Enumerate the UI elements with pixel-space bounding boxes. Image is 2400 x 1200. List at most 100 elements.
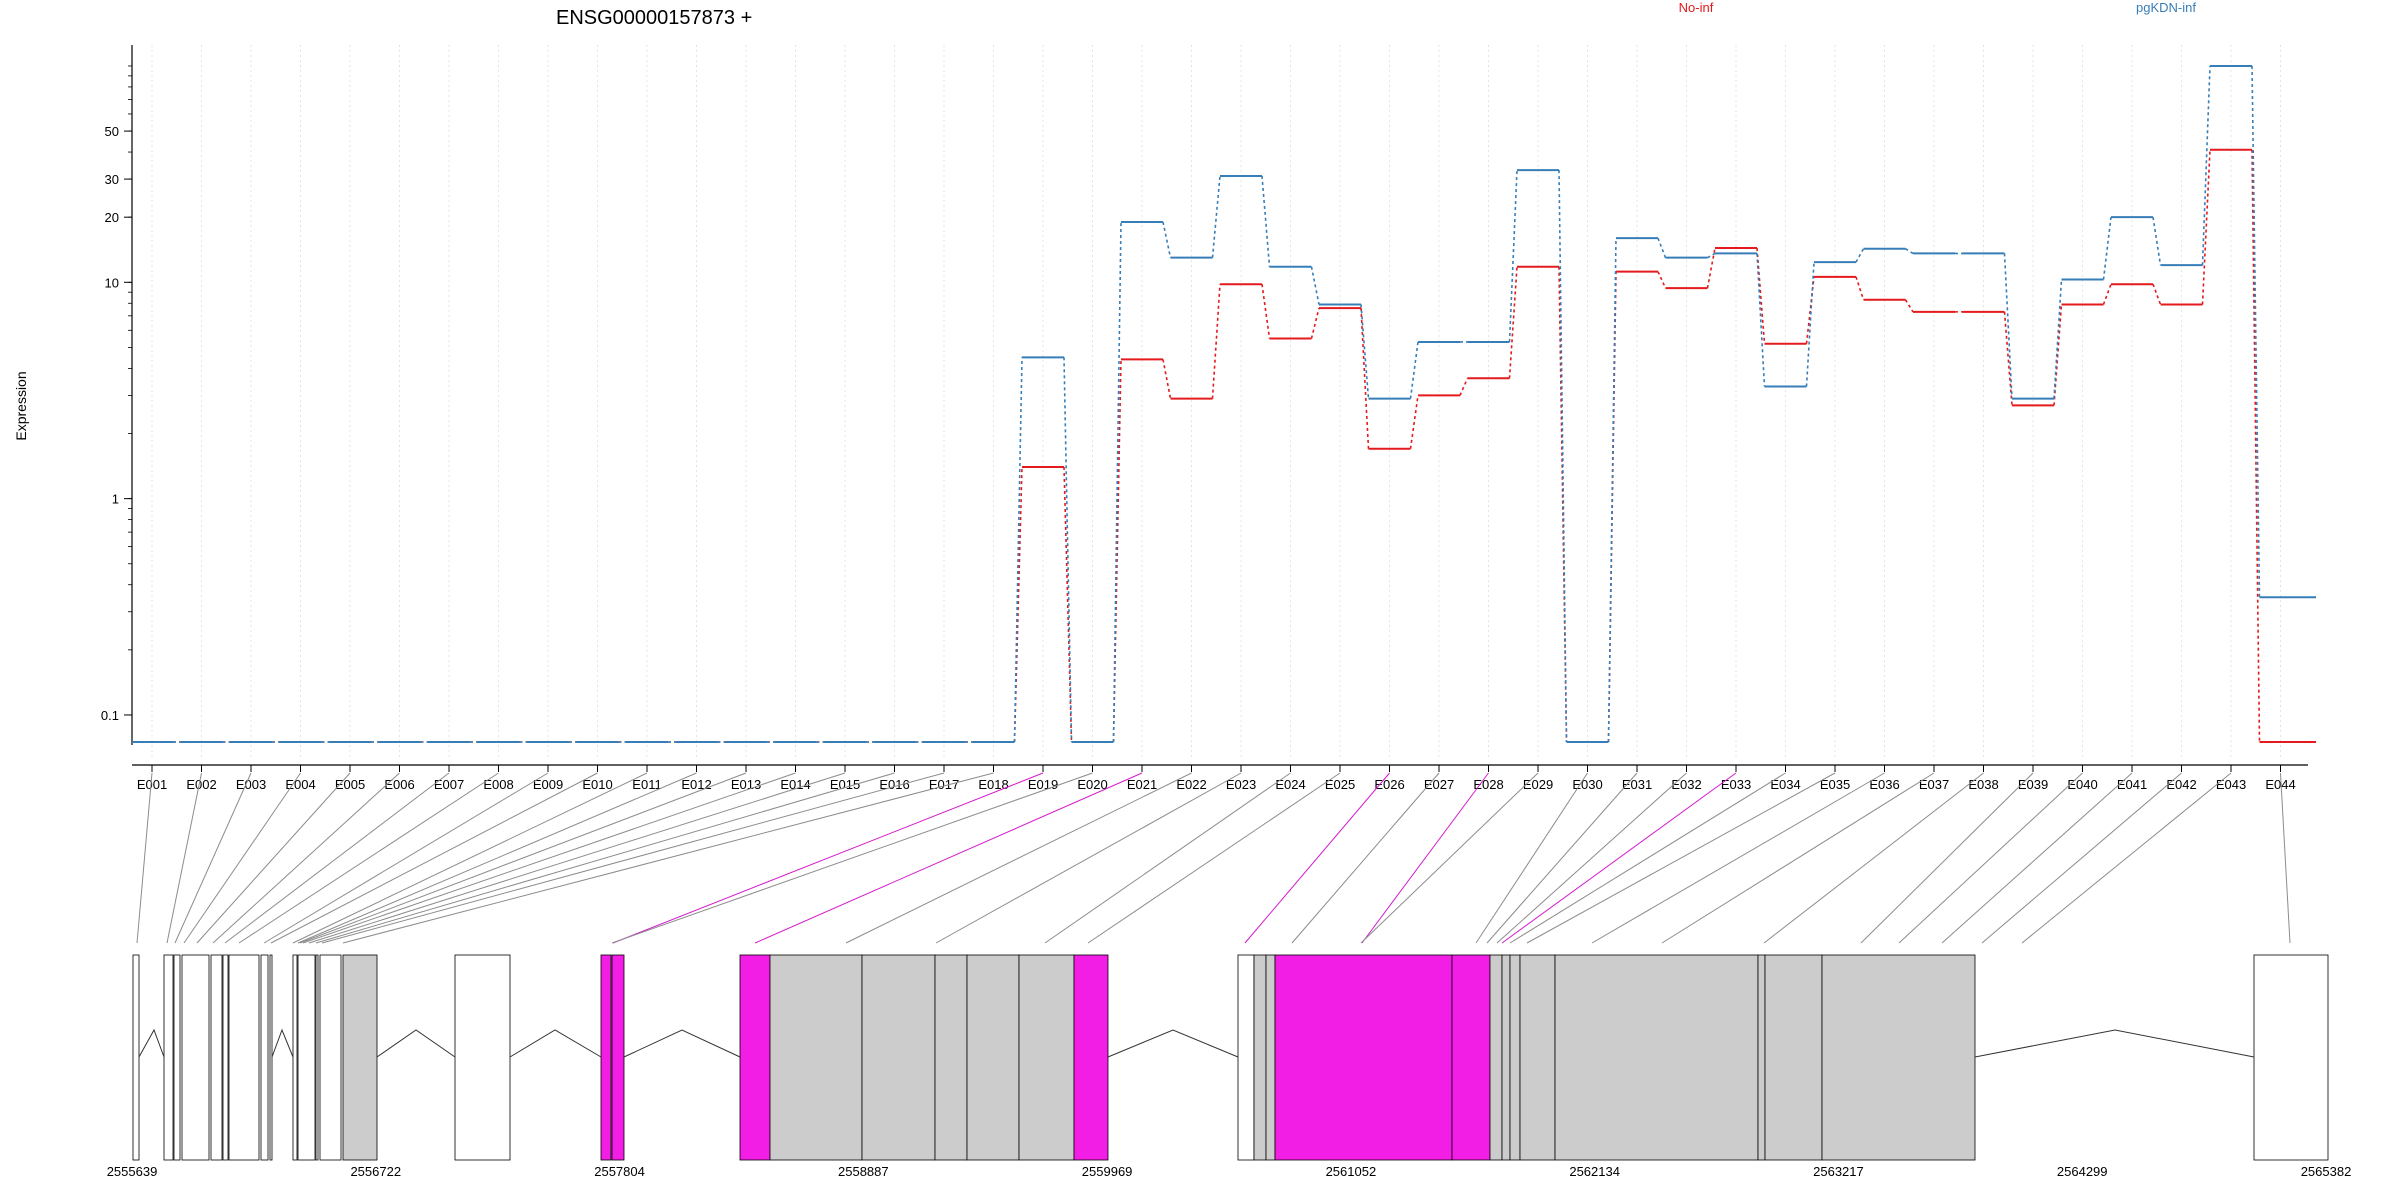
- exon-segment: [1757, 954, 1766, 1161]
- x-tick-label-E026: E026: [1374, 777, 1404, 792]
- connector-E023: [935, 772, 1242, 944]
- x-tick-label-E027: E027: [1424, 777, 1454, 792]
- legend-entry-pgkdn-inf: pgKDN-inf: [2136, 0, 2196, 15]
- connector-E007: [224, 772, 450, 944]
- connector-E015: [308, 772, 846, 944]
- intron-line: [271, 1028, 294, 1058]
- legend-entry-no-inf: No-inf: [1679, 0, 1714, 15]
- coord-tick-label: 2558887: [838, 1164, 889, 1179]
- x-tick-label-E031: E031: [1622, 777, 1652, 792]
- exon-segment: [1821, 954, 1976, 1161]
- exon-segment: [934, 954, 968, 1161]
- x-tick-label-E024: E024: [1275, 777, 1305, 792]
- x-tick-label-E012: E012: [681, 777, 711, 792]
- series-no-inf-step: [2201, 149, 2211, 305]
- series-no-inf-step: [1657, 271, 1667, 289]
- y-axis-label: Expression: [13, 371, 29, 440]
- intron-line: [376, 1029, 456, 1058]
- x-tick-label-E044: E044: [2265, 777, 2295, 792]
- exon-connector-lines: [136, 772, 2291, 944]
- x-tick-label-E034: E034: [1770, 777, 1800, 792]
- connector-E001: [136, 772, 153, 944]
- exon-segment: [1519, 954, 1556, 1161]
- y-tick-label-10: 10: [105, 275, 119, 290]
- connector-E008: [238, 772, 499, 944]
- connector-E021: [754, 772, 1143, 944]
- x-tick-label-E018: E018: [978, 777, 1008, 792]
- x-tick-label-E009: E009: [533, 777, 563, 792]
- exon-segment: [1451, 954, 1491, 1161]
- x-tick-label-E021: E021: [1127, 777, 1157, 792]
- exon-segment: [269, 954, 273, 1161]
- connector-E033: [1501, 772, 1737, 944]
- series-no-inf-step: [1112, 359, 1122, 743]
- x-tick-label-E007: E007: [434, 777, 464, 792]
- connector-E037: [1661, 772, 1935, 944]
- connector-E014: [302, 772, 796, 944]
- exon-segment: [1237, 954, 1255, 1161]
- connector-E027: [1291, 772, 1440, 944]
- exon-segment: [1073, 954, 1109, 1161]
- series-no-inf-step: [1162, 359, 1172, 399]
- intron-line: [138, 1028, 165, 1058]
- y-tick-label-1: 1: [112, 492, 119, 507]
- exon-segment: [210, 954, 223, 1161]
- intron-line: [509, 1029, 602, 1058]
- series-pgkdn-inf-step: [1310, 266, 1320, 305]
- series-no-inf-step: [1310, 307, 1320, 339]
- connector-E030: [1475, 772, 1588, 944]
- series-no-inf-step: [1855, 276, 1865, 301]
- series-pgkdn-inf-step: [1707, 252, 1716, 259]
- connector-E004: [183, 772, 301, 944]
- connector-E016: [315, 772, 895, 944]
- connector-E044: [2280, 772, 2291, 944]
- x-tick-label-E033: E033: [1721, 777, 1751, 792]
- connector-E038: [1763, 772, 1984, 944]
- exon-segment: [739, 954, 771, 1161]
- coord-tick-label: 2556722: [350, 1164, 401, 1179]
- y-axis: 0.1 1 10 20 30 50: [101, 45, 133, 745]
- x-tick-label-E010: E010: [582, 777, 612, 792]
- series-pgkdn-inf-step: [2003, 253, 2013, 399]
- x-tick-label-E003: E003: [236, 777, 266, 792]
- coord-tick-label: 2561052: [1326, 1164, 1377, 1179]
- exon-segment: [1274, 954, 1453, 1161]
- connector-E012: [297, 772, 697, 944]
- connector-E040: [1898, 772, 2083, 944]
- series-no-inf-step: [1261, 284, 1271, 339]
- series-pgkdn-inf-step: [1855, 248, 1865, 263]
- x-tick-label-E025: E025: [1325, 777, 1355, 792]
- exon-segment: [1554, 954, 1759, 1161]
- connector-E042: [1981, 772, 2182, 944]
- series-pgkdn-inf-step: [1657, 237, 1667, 258]
- connector-E035: [1526, 772, 1836, 944]
- series-pgkdn-inf-step: [2053, 279, 2063, 399]
- exon-segment: [260, 954, 269, 1161]
- connector-E031: [1486, 772, 1638, 944]
- x-tick-label-E013: E013: [731, 777, 761, 792]
- connector-E010: [270, 772, 598, 944]
- exon-segment: [292, 954, 298, 1161]
- x-tick-label-E040: E040: [2067, 777, 2097, 792]
- connector-E041: [1941, 772, 2133, 944]
- connector-E039: [1860, 772, 2034, 944]
- series-pgkdn-inf-step: [1211, 175, 1221, 258]
- connector-E029: [1360, 772, 1539, 944]
- exon-segment: [611, 954, 625, 1161]
- series-no-inf-step: [1013, 467, 1023, 743]
- exon-segment: [163, 954, 174, 1161]
- x-tick-label-E042: E042: [2166, 777, 2196, 792]
- coord-tick-label: 2555639: [107, 1164, 158, 1179]
- exon-segment: [342, 954, 378, 1161]
- exon-segment: [1489, 954, 1503, 1161]
- x-tick-label-E038: E038: [1968, 777, 1998, 792]
- connector-E009: [263, 772, 549, 944]
- y-tick-label-50: 50: [105, 124, 119, 139]
- exon-segment: [769, 954, 863, 1161]
- series-pgkdn-inf-step: [1905, 248, 1914, 255]
- connector-E019: [612, 772, 1044, 944]
- connector-E043: [2021, 772, 2232, 944]
- series-no-inf-step: [1211, 284, 1221, 399]
- connector-E011: [292, 772, 648, 944]
